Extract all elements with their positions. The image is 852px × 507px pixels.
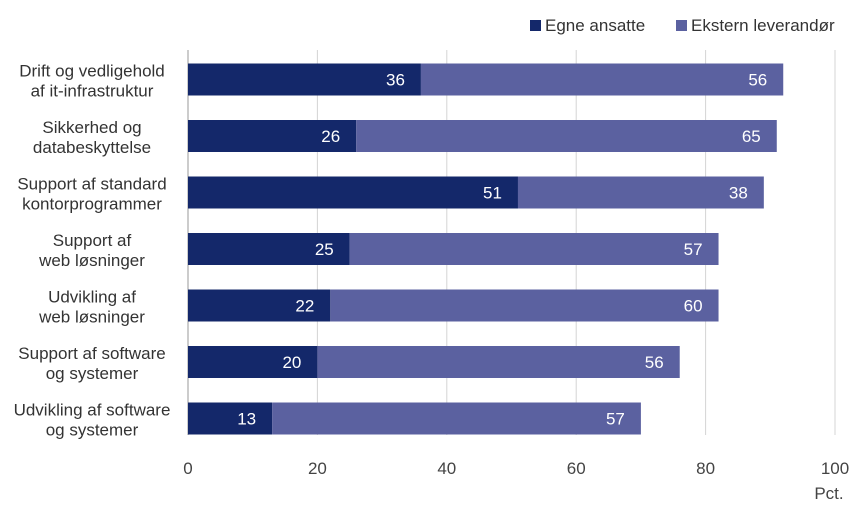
category-label: Udvikling af (48, 288, 136, 307)
bar-ekstern-leverandor (317, 346, 680, 378)
category-label: Udvikling af software (14, 401, 171, 420)
bar-value-label: 56 (748, 71, 767, 90)
category-label: Support af software (18, 344, 165, 363)
bar-value-label: 22 (295, 297, 314, 316)
category-label: Support af (53, 231, 132, 250)
bar-egne-ansatte (188, 63, 421, 96)
bar-value-label: 13 (237, 410, 256, 429)
legend-label: Egne ansatte (545, 16, 645, 35)
bar-value-label: 65 (742, 127, 761, 146)
category-label: web løsninger (38, 308, 145, 327)
bar-ekstern-leverandor (349, 233, 719, 265)
bar-value-label: 38 (729, 184, 748, 203)
category-label: og systemer (46, 421, 139, 440)
bar-value-label: 56 (645, 353, 664, 372)
bars: 36 56 26 65 51 38 25 57 22 60 20 56 13 57 (188, 63, 784, 435)
bar-ekstern-leverandor (272, 402, 641, 435)
legend-swatch (530, 20, 541, 31)
bar-value-label: 60 (684, 297, 703, 316)
bar-value-label: 57 (606, 410, 625, 429)
x-tick-label: 80 (696, 459, 715, 478)
bar-value-label: 51 (483, 184, 502, 203)
bar-ekstern-leverandor (356, 120, 777, 152)
x-tick-label: 60 (567, 459, 586, 478)
bar-value-label: 57 (684, 240, 703, 259)
bar-value-label: 36 (386, 71, 405, 90)
legend-label: Ekstern leverandør (691, 16, 835, 35)
bar-egne-ansatte (188, 233, 350, 265)
bar-egne-ansatte (188, 402, 273, 435)
category-label: af it-infrastruktur (31, 82, 154, 101)
x-tick-label: 40 (437, 459, 456, 478)
category-label: Support af standard (17, 175, 166, 194)
bar-egne-ansatte (188, 346, 318, 378)
category-label: Drift og vedligehold (19, 62, 165, 81)
bar-value-label: 25 (315, 240, 334, 259)
x-tick-labels: 0 20 40 60 80 100 (183, 459, 849, 478)
bar-ekstern-leverandor (517, 176, 764, 209)
category-label: og systemer (46, 364, 139, 383)
category-label: databeskyttelse (33, 138, 151, 157)
bar-egne-ansatte (188, 120, 357, 152)
x-tick-label: 0 (183, 459, 192, 478)
legend: Egne ansatte Ekstern leverandør (530, 16, 835, 35)
category-label: web løsninger (38, 251, 145, 270)
x-axis-label: Pct. (814, 484, 843, 503)
bar-value-label: 20 (282, 353, 301, 372)
x-tick-label: 100 (821, 459, 849, 478)
bar-egne-ansatte (188, 176, 518, 209)
bar-value-label: 26 (321, 127, 340, 146)
bar-ekstern-leverandor (330, 289, 719, 322)
bar-egne-ansatte (188, 289, 331, 322)
category-label: Sikkerhed og (42, 118, 141, 137)
bar-ekstern-leverandor (420, 63, 784, 96)
legend-swatch (676, 20, 687, 31)
category-label: kontorprogrammer (22, 195, 162, 214)
x-tick-label: 20 (308, 459, 327, 478)
